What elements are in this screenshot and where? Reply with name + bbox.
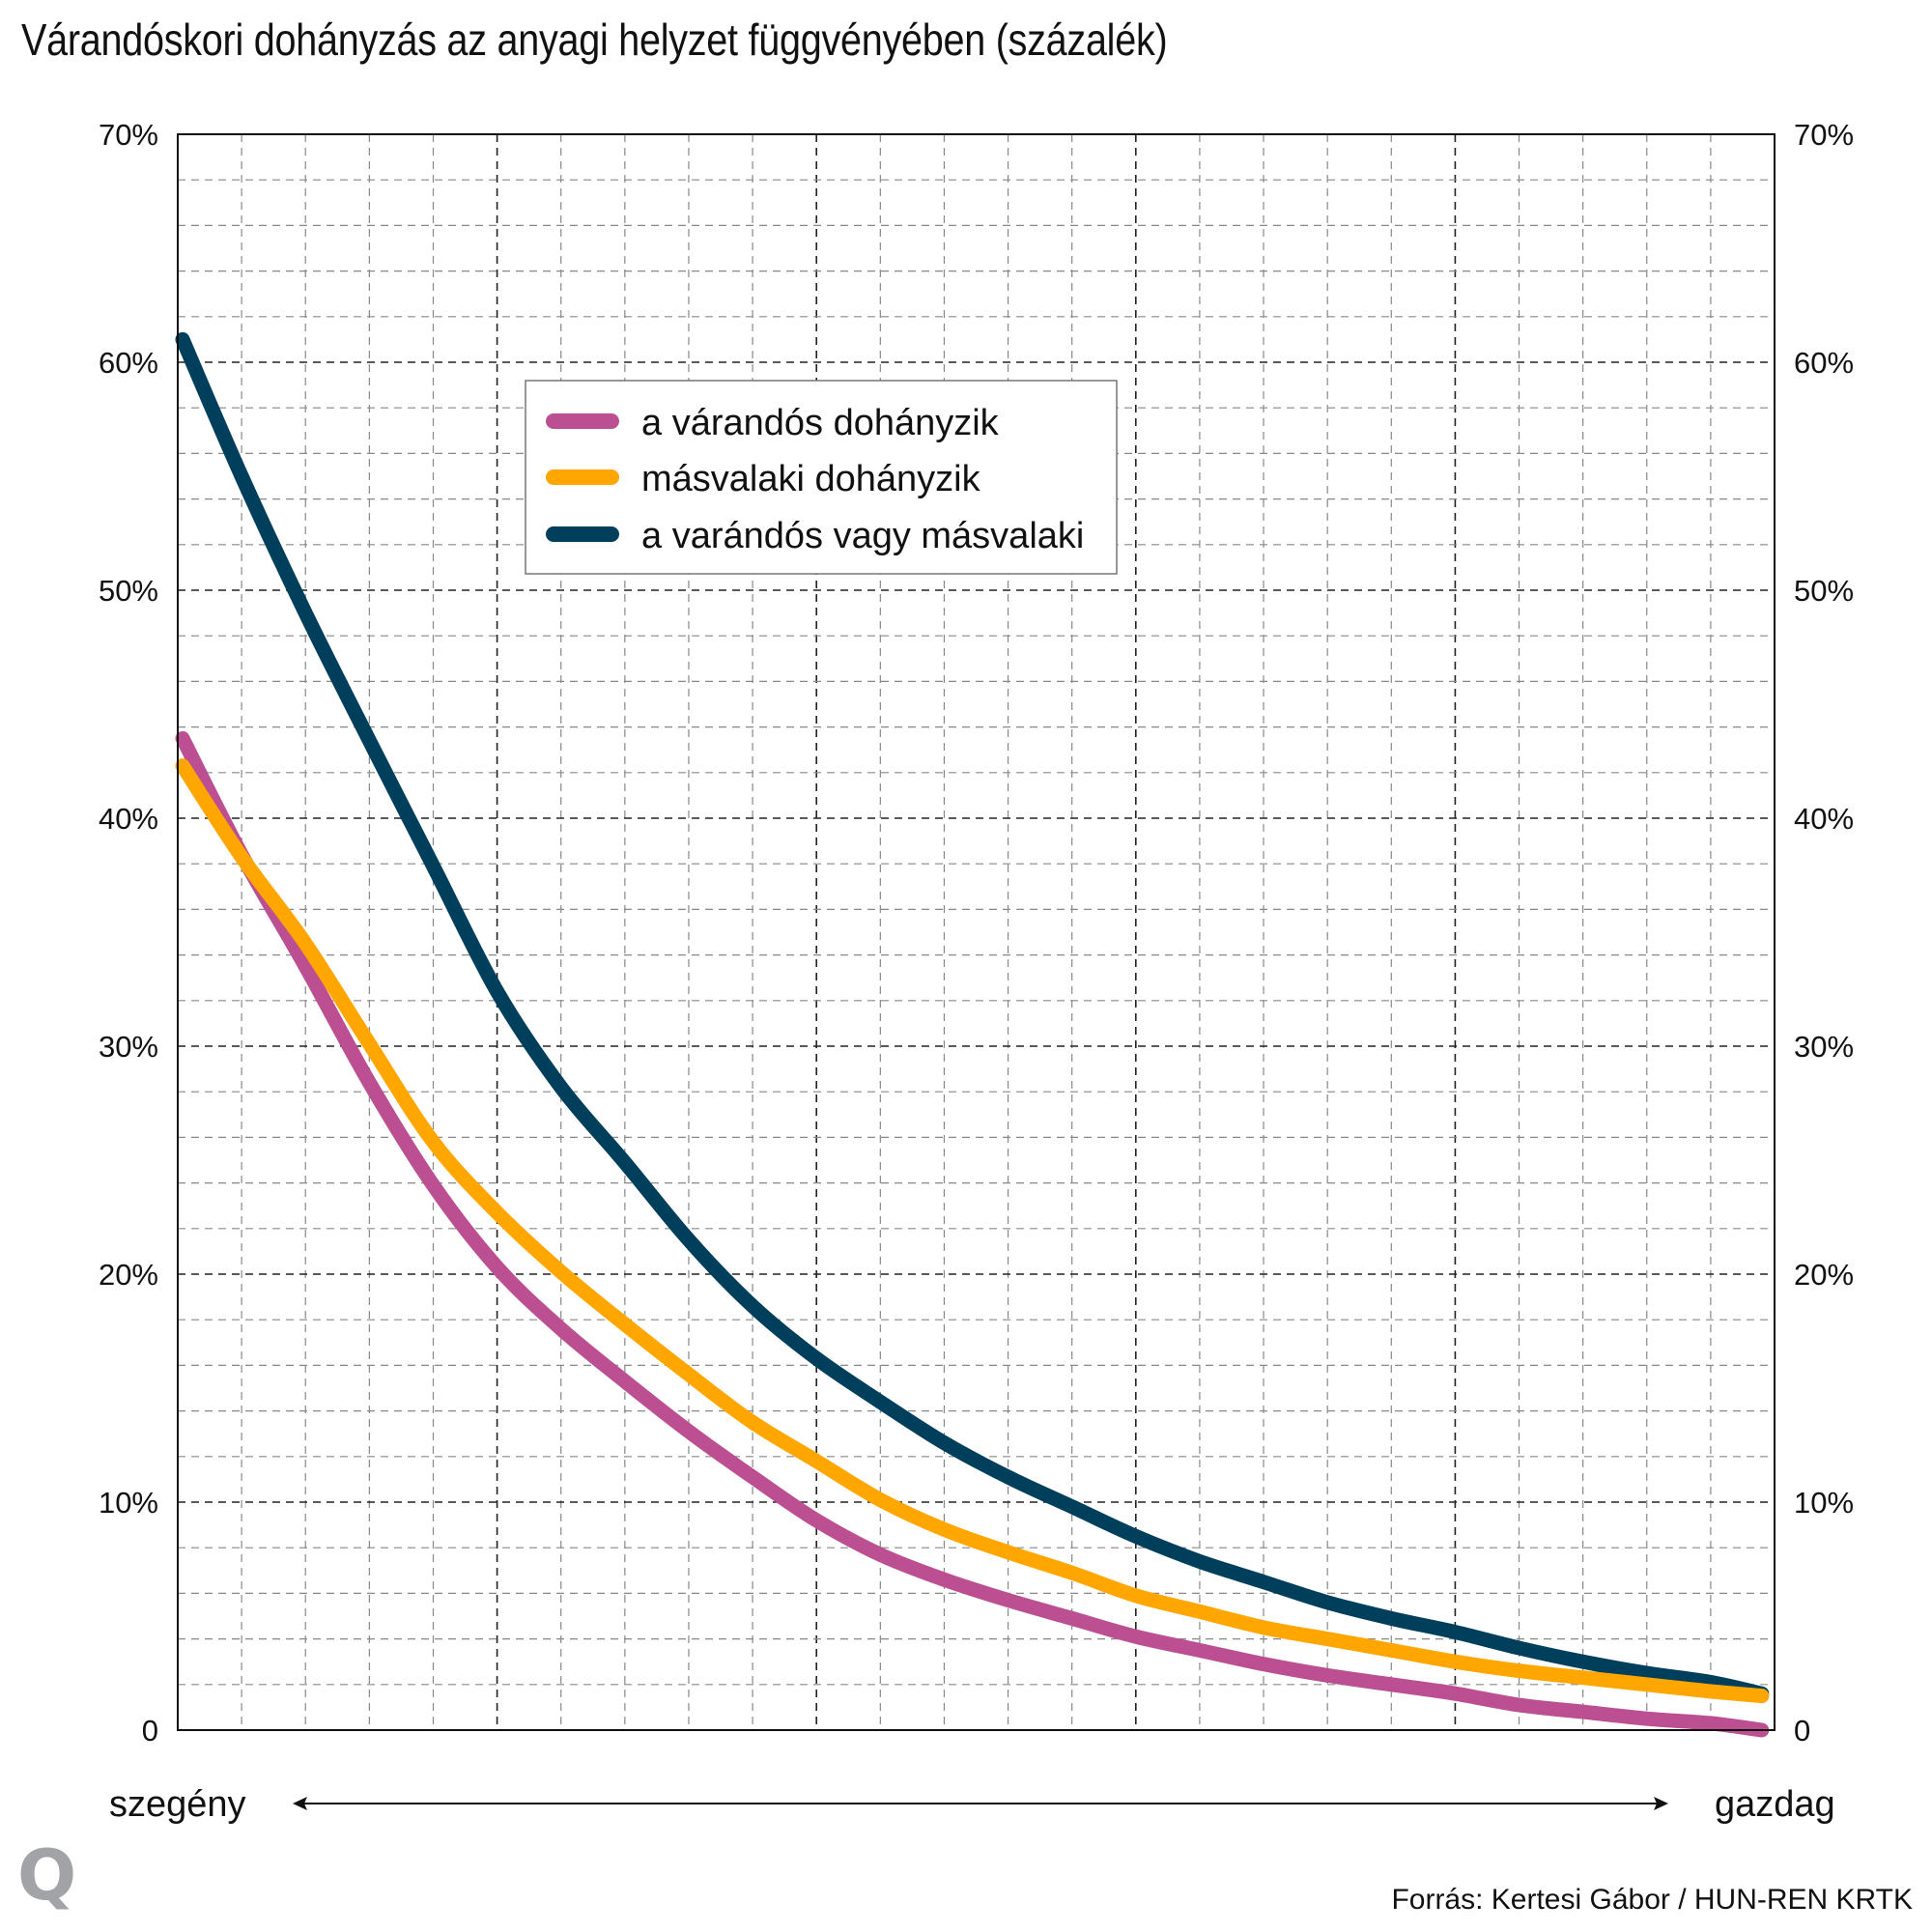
y-tick-label-left: 0 xyxy=(142,1714,158,1747)
y-tick-label-left: 20% xyxy=(99,1258,158,1292)
x-axis-right-label: gazdag xyxy=(1715,1784,1835,1825)
arrow-right-head xyxy=(1654,1797,1668,1810)
legend-label: a várandós dohányzik xyxy=(641,403,1000,443)
legend: a várandós dohányzik másvalaki dohányzik a… xyxy=(525,380,1118,575)
source-credit: Forrás: Kertesi Gábor / HUN-REN KRTK xyxy=(1391,1884,1913,1916)
x-axis-direction: szegény gazdag xyxy=(109,1784,1835,1825)
y-tick-label-left: 70% xyxy=(99,118,158,152)
grid xyxy=(178,134,1775,1730)
x-axis-left-label: szegény xyxy=(109,1784,246,1825)
y-axis-right: 0 10% 20% 30% 40% 50% 60% 70% xyxy=(1794,118,1854,1747)
y-axis-left: 0 10% 20% 30% 40% 50% 60% 70% xyxy=(99,118,158,1747)
y-tick-label-right: 40% xyxy=(1794,802,1854,836)
y-tick-label-left: 40% xyxy=(99,802,158,836)
publisher-logo: Q xyxy=(17,1834,77,1916)
y-tick-label-right: 30% xyxy=(1794,1030,1854,1064)
y-tick-label-left: 10% xyxy=(99,1486,158,1520)
y-tick-label-right: 10% xyxy=(1794,1486,1854,1520)
arrow-left-head xyxy=(293,1797,307,1810)
plot-frame xyxy=(177,133,1776,1731)
y-tick-label-right: 60% xyxy=(1794,346,1854,380)
y-tick-label-right: 20% xyxy=(1794,1258,1854,1292)
series-line-2 xyxy=(175,758,1770,1704)
y-tick-label-right: 0 xyxy=(1794,1714,1810,1747)
y-tick-label-left: 60% xyxy=(99,346,158,380)
y-tick-label-left: 30% xyxy=(99,1030,158,1064)
series-line-1 xyxy=(175,730,1770,1738)
legend-box xyxy=(525,380,1118,575)
y-tick-label-right: 50% xyxy=(1794,574,1854,608)
chart-title: Várandóskori dohányzás az anyagi helyzet… xyxy=(21,14,1168,65)
legend-label: a varándós vagy másvalaki xyxy=(641,516,1084,556)
y-tick-label-right: 70% xyxy=(1794,118,1854,152)
series-lines xyxy=(175,331,1770,1738)
legend-label: másvalaki dohányzik xyxy=(641,459,981,499)
series-line-3 xyxy=(175,331,1770,1701)
y-tick-label-left: 50% xyxy=(99,574,158,608)
